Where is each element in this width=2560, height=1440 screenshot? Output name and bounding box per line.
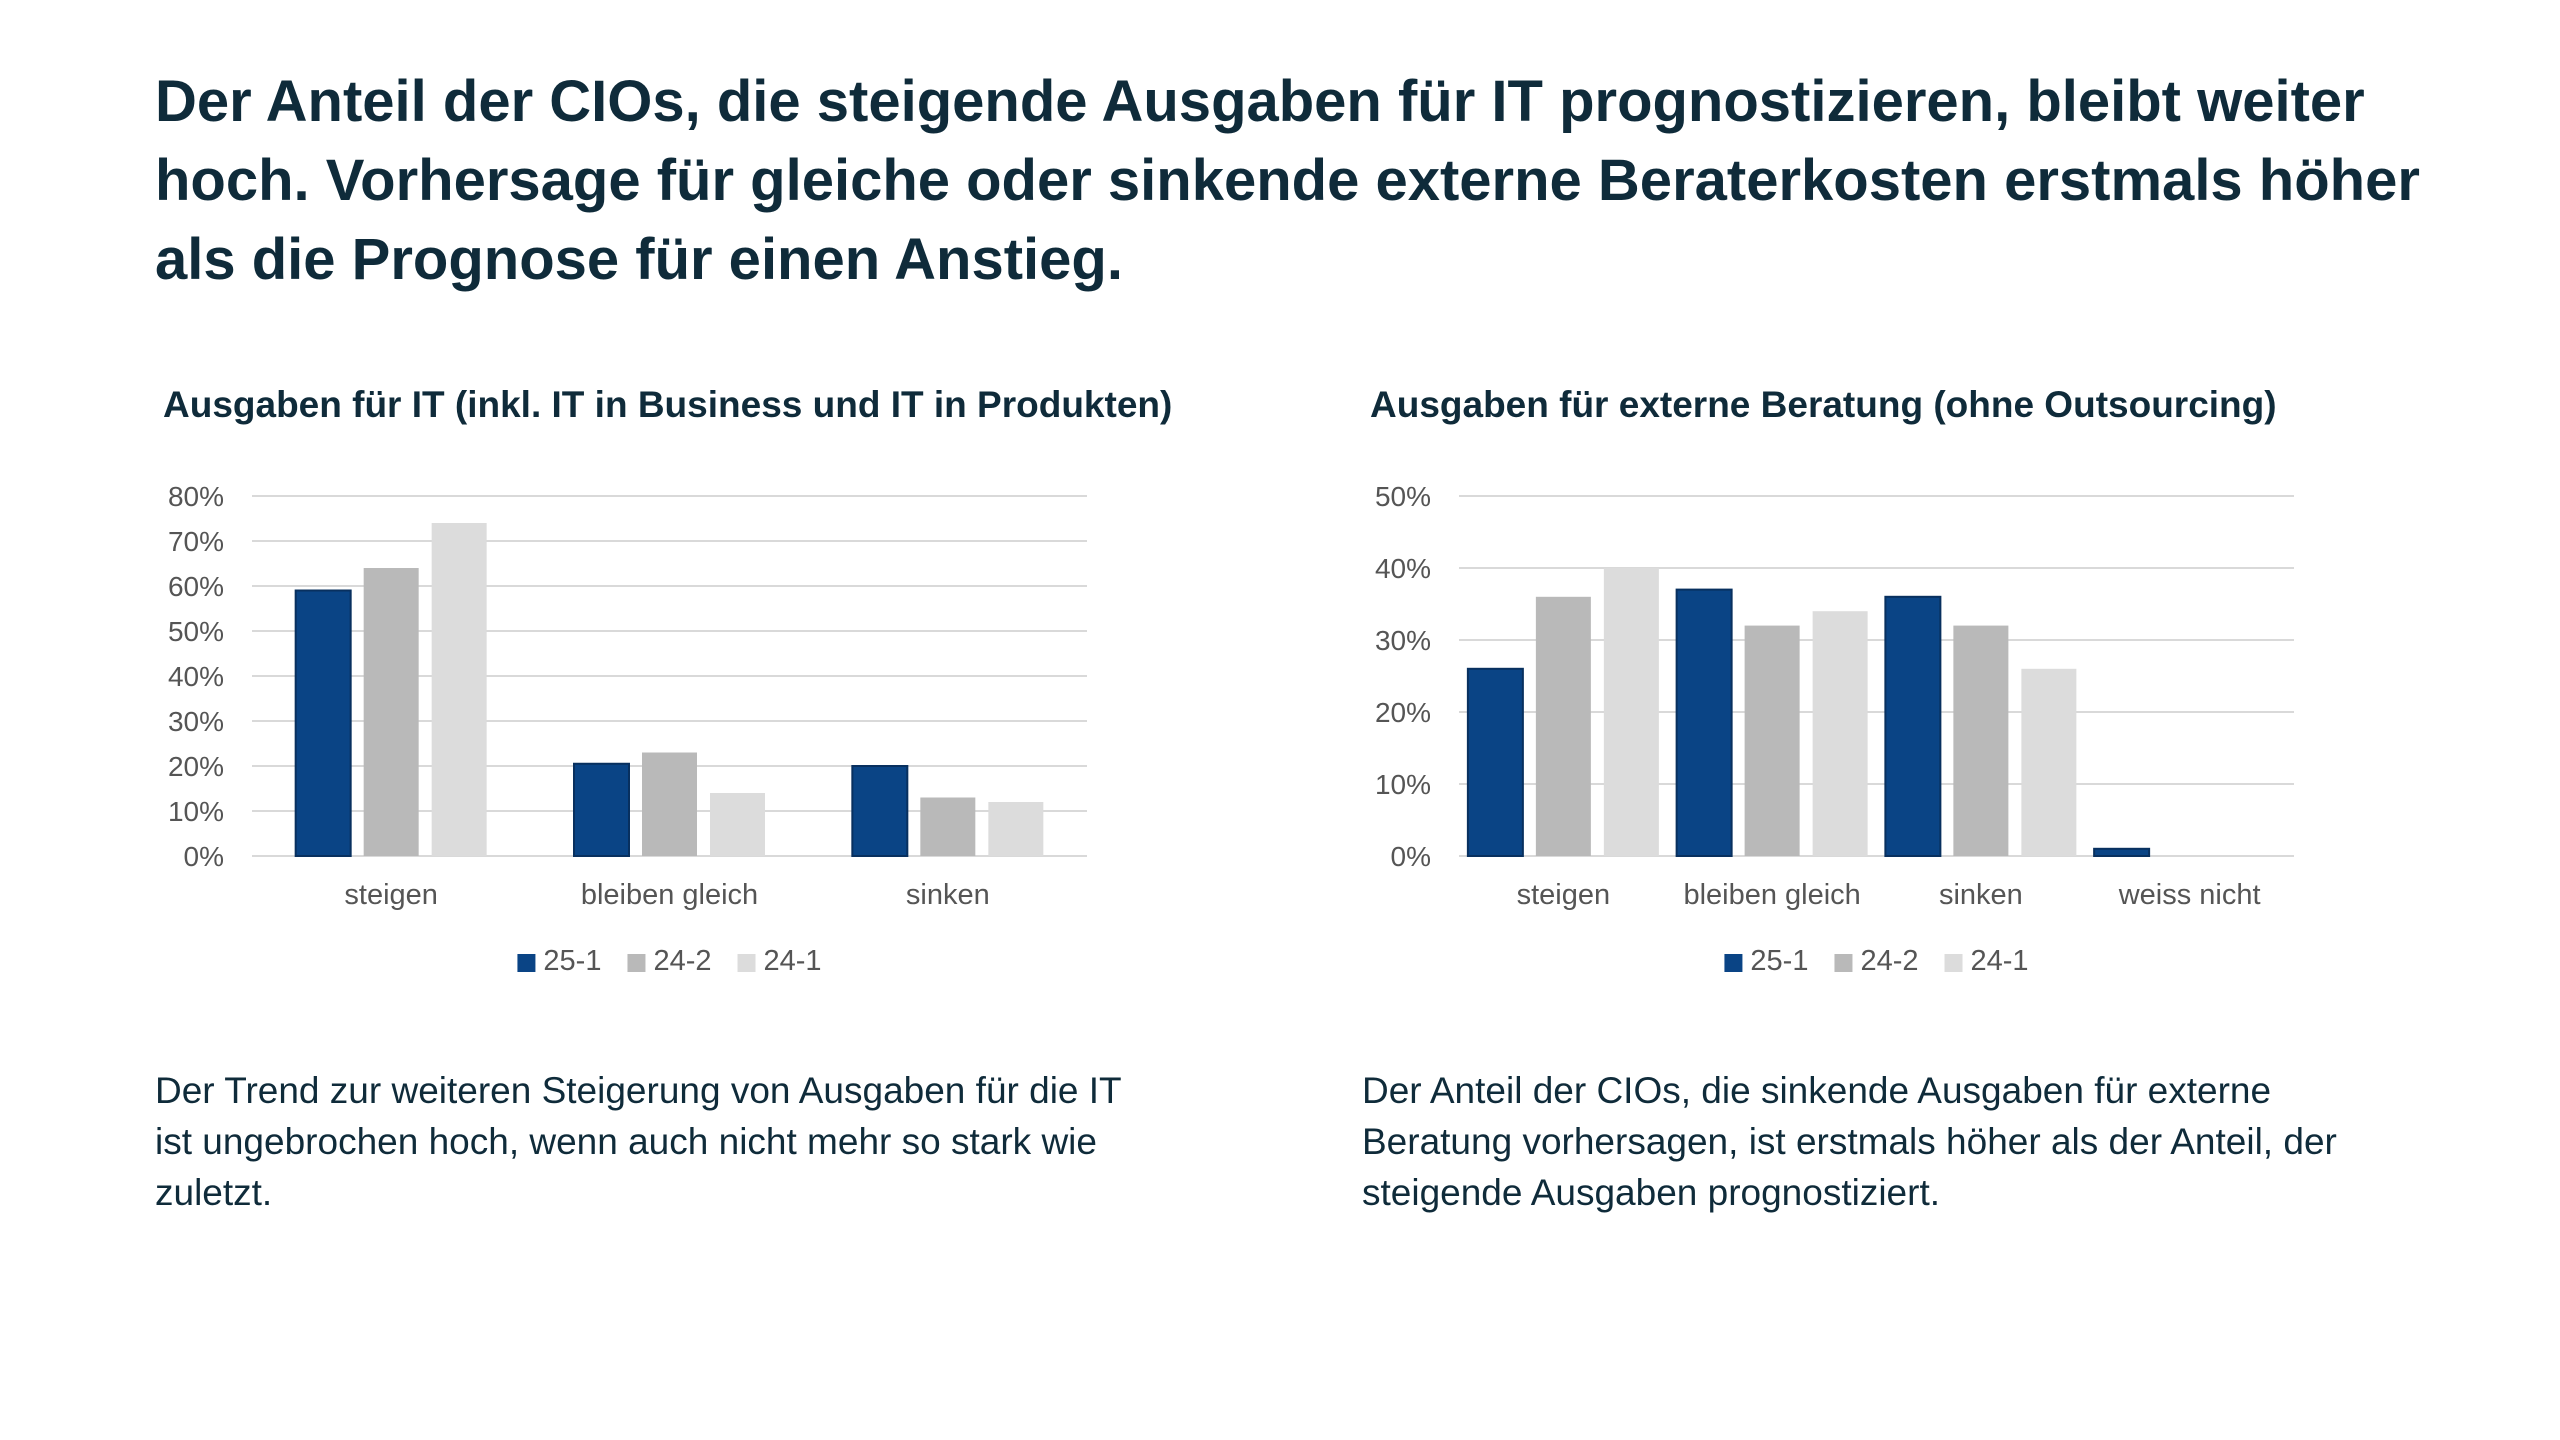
- legend-label-24-2: 24-2: [1860, 945, 1918, 977]
- x-category-label: sinken: [906, 879, 990, 911]
- y-tick-label: 0%: [184, 841, 224, 872]
- legend-swatch-25-1: [517, 954, 536, 972]
- bar-steigen-24-1: [1603, 568, 1659, 856]
- consulting-spending-bar-chart: 0% 10% 20% 30% 40% 50% steigen bleiben gleich si…: [1375, 481, 2294, 977]
- x-category-label: sinken: [1939, 879, 2023, 911]
- chart-legend: 25-1 24-2 24-1: [517, 945, 822, 977]
- legend-swatch-24-2: [627, 954, 646, 972]
- y-tick-label: 80%: [168, 481, 224, 512]
- legend-label-24-1: 24-1: [764, 945, 822, 977]
- x-category-label: bleiben gleich: [1683, 879, 1860, 911]
- bar-bleiben-gleich-24-2: [1744, 625, 1800, 856]
- bar-steigen-25-1: [294, 589, 352, 857]
- y-tick-label: 20%: [168, 751, 224, 782]
- bar-sinken-25-1: [1884, 595, 1942, 858]
- legend-swatch-25-1: [1724, 954, 1743, 972]
- bar-bleiben-gleich-25-1: [573, 762, 630, 857]
- bar-bleiben-gleich-24-1: [710, 793, 765, 856]
- bar-steigen-24-2: [1535, 596, 1591, 856]
- legend-swatch-24-2: [1834, 954, 1853, 972]
- y-tick-label: 70%: [168, 526, 224, 557]
- page-headline: Der Anteil der CIOs, die steigende Ausga…: [155, 69, 2420, 292]
- x-category-label: weiss nicht: [2118, 879, 2261, 911]
- x-category-label: steigen: [344, 879, 438, 911]
- bar-sinken-24-1: [988, 802, 1044, 856]
- bar-weiss-nicht-25-1: [2093, 847, 2151, 857]
- y-tick-label: 20%: [1375, 697, 1431, 728]
- bar-bleiben-gleich-24-2: [642, 752, 697, 856]
- bar-bleiben-gleich-25-1: [1675, 588, 1733, 857]
- it-spending-caption: Der Trend zur weiteren Steigerung von Au…: [155, 1070, 1121, 1213]
- legend-label-24-2: 24-2: [653, 945, 711, 977]
- y-tick-label: 10%: [168, 796, 224, 827]
- bar-sinken-24-2: [1953, 625, 2009, 856]
- y-tick-label: 10%: [1375, 769, 1431, 800]
- it-spending-chart-title: Ausgaben für IT (inkl. IT in Business un…: [163, 384, 1173, 425]
- bar-sinken-24-2: [920, 797, 976, 856]
- bar-steigen-24-2: [363, 568, 419, 856]
- consulting-spending-caption: Der Anteil der CIOs, die sinkende Ausgab…: [1362, 1070, 2337, 1213]
- x-category-label: bleiben gleich: [581, 879, 758, 911]
- it-spending-bar-chart: 0% 10% 20% 30% 40% 50% 60% 70% 80% steigen bleiben…: [168, 481, 1087, 977]
- bar-steigen-25-1: [1466, 667, 1524, 857]
- legend-swatch-24-1: [1944, 954, 1963, 972]
- legend-label-24-1: 24-1: [1971, 945, 2029, 977]
- legend-label-25-1: 25-1: [543, 945, 601, 977]
- bar-steigen-24-1: [431, 523, 487, 856]
- y-tick-label: 40%: [1375, 553, 1431, 584]
- chart-legend: 25-1 24-2 24-1: [1724, 945, 2029, 977]
- y-tick-label: 50%: [1375, 481, 1431, 512]
- y-tick-label: 50%: [168, 616, 224, 647]
- y-tick-label: 30%: [168, 706, 224, 737]
- y-tick-label: 60%: [168, 571, 224, 602]
- x-category-label: steigen: [1517, 879, 1611, 911]
- y-tick-label: 40%: [168, 661, 224, 692]
- y-tick-label: 0%: [1391, 841, 1431, 872]
- bar-sinken-24-1: [2021, 668, 2077, 856]
- consulting-spending-panel: Ausgaben für externe Beratung (ohne Outs…: [1362, 380, 2362, 1213]
- legend-label-25-1: 25-1: [1750, 945, 1808, 977]
- consulting-spending-chart-title: Ausgaben für externe Beratung (ohne Outs…: [1370, 384, 2277, 425]
- y-tick-label: 30%: [1375, 625, 1431, 656]
- legend-swatch-24-1: [737, 954, 756, 972]
- bar-sinken-25-1: [851, 765, 909, 857]
- bar-bleiben-gleich-24-1: [1812, 611, 1868, 856]
- it-spending-panel: Ausgaben für IT (inkl. IT in Business un…: [155, 380, 1173, 1213]
